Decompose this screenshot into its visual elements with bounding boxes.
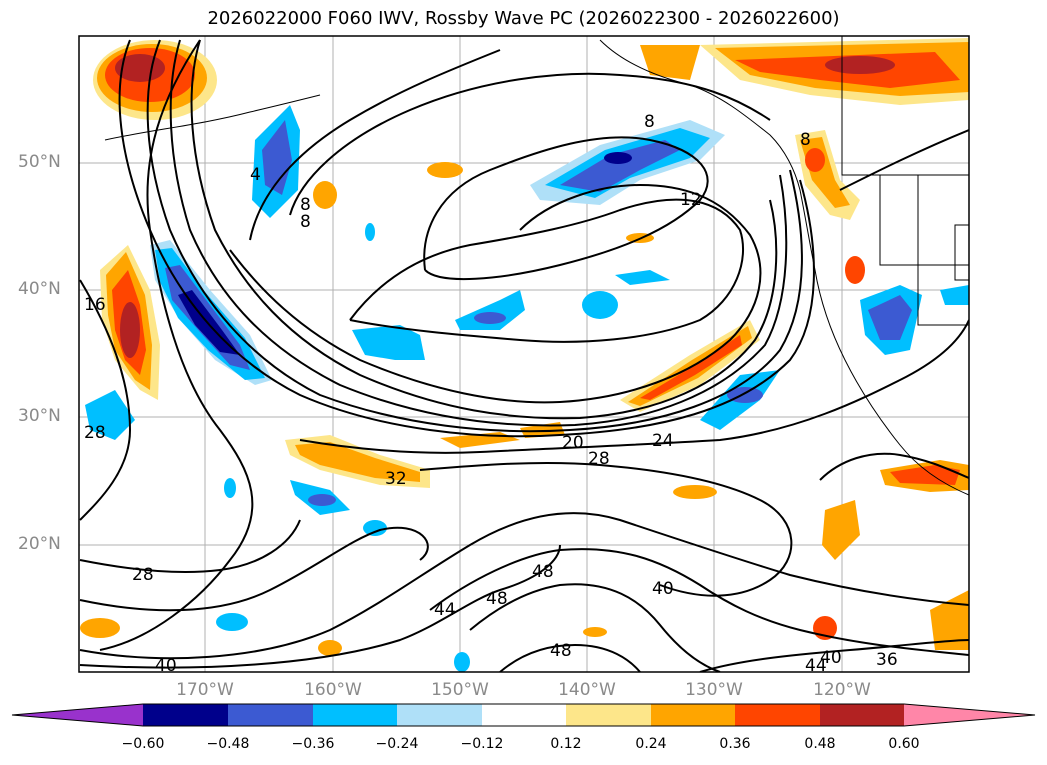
map-plot-area: 8 8 12 8 4 16 28 20 24 28 32 28 48 48 44…	[79, 36, 969, 676]
contour-label: 28	[84, 423, 106, 443]
colorbar-swatch	[735, 704, 820, 726]
colorbar-swatch	[566, 704, 651, 726]
contour-label: 20	[562, 433, 584, 453]
contour-label: 44	[434, 600, 456, 620]
lat-label: 30°N	[18, 406, 61, 426]
colorbar-tick: −0.48	[206, 736, 250, 752]
colorbar-swatch	[228, 704, 313, 726]
colorbar-swatch	[397, 704, 482, 726]
colorbar-tick: 0.48	[804, 736, 836, 752]
colorbar-max-extension	[904, 704, 1035, 726]
contour-label: 8	[300, 212, 311, 232]
contour-label: 4	[250, 165, 261, 185]
contour-label: 44	[805, 656, 827, 676]
contour-label: 16	[84, 295, 106, 315]
colorbar-swatch	[820, 704, 904, 726]
lon-label: 170°W	[176, 680, 234, 700]
lon-label: 160°W	[304, 680, 362, 700]
colorbar-tick: −0.24	[375, 736, 419, 752]
colorbar-tick: −0.36	[291, 736, 335, 752]
colorbar-swatch	[313, 704, 397, 726]
colorbar-swatch	[143, 704, 228, 726]
lon-label: 120°W	[813, 680, 871, 700]
lat-label: 50°N	[18, 152, 61, 172]
contour-label: 28	[132, 565, 154, 585]
contour-label: 28	[588, 449, 610, 469]
contour-label: 40	[155, 656, 177, 676]
contour-label: 48	[532, 562, 554, 582]
colorbar-swatch	[651, 704, 735, 726]
colorbar-min-extension	[12, 704, 143, 726]
colorbar-tick: 0.60	[888, 736, 920, 752]
contour-label: 48	[486, 589, 508, 609]
colorbar-tick: 0.36	[719, 736, 751, 752]
lat-label: 40°N	[18, 279, 61, 299]
colorbar-swatch	[482, 704, 566, 726]
map-title: 2026022000 F060 IWV, Rossby Wave PC (202…	[207, 8, 840, 29]
lon-label: 150°W	[431, 680, 489, 700]
contour-label: 24	[652, 431, 674, 451]
contour-label: 48	[550, 641, 572, 661]
colorbar-tick: 0.12	[550, 736, 582, 752]
contour-lines	[79, 39, 969, 672]
map-frame	[78, 35, 970, 673]
lat-label: 20°N	[18, 534, 61, 554]
contour-label: 12	[680, 190, 702, 210]
contour-label: 32	[385, 469, 407, 489]
colorbar-tick: 0.24	[635, 736, 667, 752]
lon-label: 130°W	[685, 680, 743, 700]
contour-label: 8	[300, 195, 311, 215]
contour-labels: 8 8 12 8 4 16 28 20 24 28 32 28 48 48 44…	[84, 112, 898, 676]
contour-label: 8	[800, 130, 811, 150]
colorbar	[11, 703, 1036, 727]
lon-label: 140°W	[558, 680, 616, 700]
colorbar-tick: −0.12	[460, 736, 504, 752]
contour-label: 8	[644, 112, 655, 132]
contour-label: 40	[820, 648, 842, 668]
contour-label: 40	[652, 579, 674, 599]
coastlines	[104, 36, 969, 496]
contour-label: 36	[876, 650, 898, 670]
colorbar-tick: −0.60	[121, 736, 165, 752]
